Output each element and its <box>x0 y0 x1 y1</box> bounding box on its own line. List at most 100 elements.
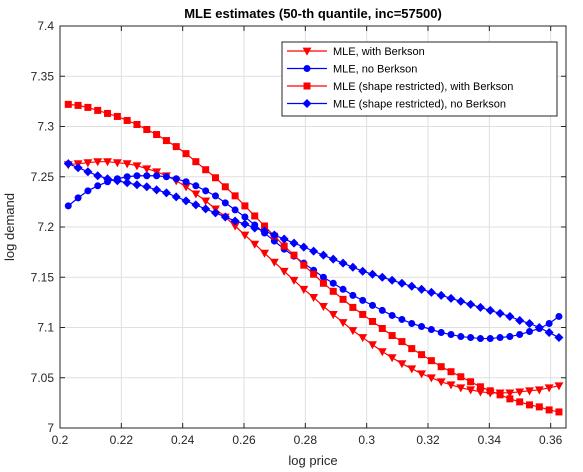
x-tick-label: 0.3 <box>358 433 375 447</box>
data-point <box>93 171 103 181</box>
data-point <box>426 287 436 297</box>
data-point <box>152 185 162 195</box>
data-point <box>496 391 504 399</box>
legend-marker <box>303 82 311 90</box>
data-point <box>485 305 495 315</box>
data-point <box>328 311 338 320</box>
data-point <box>534 322 544 333</box>
data-point <box>161 188 171 198</box>
data-point <box>289 276 299 285</box>
data-point <box>555 408 563 416</box>
data-point <box>231 206 239 214</box>
data-point <box>112 159 122 168</box>
data-point <box>231 192 239 200</box>
data-point <box>241 202 249 210</box>
data-point <box>427 357 435 365</box>
data-point <box>378 325 386 333</box>
data-point <box>201 204 211 214</box>
data-point <box>486 335 494 343</box>
data-point <box>162 173 170 181</box>
data-point <box>515 315 525 325</box>
data-point <box>436 378 446 387</box>
data-point <box>250 223 260 233</box>
data-point <box>466 386 476 395</box>
data-point <box>220 212 230 222</box>
data-point <box>328 254 338 264</box>
data-point <box>456 296 466 306</box>
data-point <box>397 360 407 369</box>
data-point <box>310 270 318 278</box>
data-point <box>377 348 387 357</box>
data-point <box>260 226 270 236</box>
data-point <box>132 180 142 190</box>
data-point <box>457 333 465 341</box>
y-axis-ticks: 7 7.05 7.1 7.15 7.2 7.25 7.3 7.35 7.4 <box>31 19 566 435</box>
series-group <box>63 100 564 416</box>
data-point <box>113 112 121 120</box>
data-point <box>112 176 122 186</box>
data-point <box>555 312 563 320</box>
data-point <box>388 311 396 319</box>
data-point <box>495 308 505 318</box>
data-point <box>181 196 191 206</box>
data-point <box>221 183 229 191</box>
data-point <box>475 302 485 312</box>
data-point <box>338 319 348 328</box>
chart-title: MLE estimates (50-th quantile, inc=57500… <box>184 6 442 21</box>
data-point <box>506 333 514 341</box>
data-point <box>496 334 504 342</box>
data-point <box>289 238 299 248</box>
data-point <box>182 178 190 186</box>
data-point <box>378 306 386 314</box>
y-tick-label: 7.25 <box>31 170 55 184</box>
data-point <box>319 273 327 281</box>
x-tick-label: 0.26 <box>232 433 256 447</box>
data-point <box>122 160 132 169</box>
data-point <box>358 266 368 276</box>
legend-entry: MLE (shape restricted), no Berkson <box>287 99 506 111</box>
legend-entry: MLE (shape restricted), with Berkson <box>287 81 513 93</box>
data-point <box>544 328 554 338</box>
data-point <box>73 163 83 173</box>
data-point <box>446 293 456 303</box>
data-point <box>201 197 211 206</box>
data-point <box>251 212 259 220</box>
x-axis-ticks: 0.2 0.22 0.24 0.26 0.28 0.3 0.32 0.34 0.36 <box>52 26 563 447</box>
data-point <box>318 303 328 312</box>
data-point <box>192 182 200 190</box>
data-point <box>447 331 455 339</box>
data-point <box>476 335 484 343</box>
data-point <box>349 291 357 299</box>
data-point <box>122 178 132 188</box>
data-point <box>349 303 357 311</box>
data-point <box>230 216 240 226</box>
data-point <box>172 143 180 151</box>
data-point <box>211 174 219 182</box>
data-point <box>210 208 220 218</box>
data-point <box>506 395 514 403</box>
data-point <box>64 202 72 210</box>
data-point <box>171 192 181 202</box>
data-point <box>94 106 102 114</box>
data-point <box>545 319 553 327</box>
data-point <box>377 272 387 282</box>
data-point <box>153 131 161 139</box>
data-point <box>299 285 309 294</box>
legend-label: MLE (shape restricted), no Berkson <box>333 99 506 111</box>
data-point <box>153 172 161 180</box>
data-point <box>299 242 309 252</box>
data-point <box>133 120 141 128</box>
data-point <box>417 370 427 379</box>
y-tick-label: 7.1 <box>37 321 54 335</box>
y-tick-label: 7.15 <box>31 270 55 284</box>
y-tick-label: 7.4 <box>37 19 54 33</box>
data-point <box>437 329 445 337</box>
data-point <box>83 159 93 168</box>
x-tick-label: 0.24 <box>171 433 195 447</box>
data-point <box>544 384 554 393</box>
data-point <box>280 242 288 250</box>
data-point <box>505 389 515 398</box>
data-point <box>162 137 170 145</box>
data-point <box>397 278 407 288</box>
